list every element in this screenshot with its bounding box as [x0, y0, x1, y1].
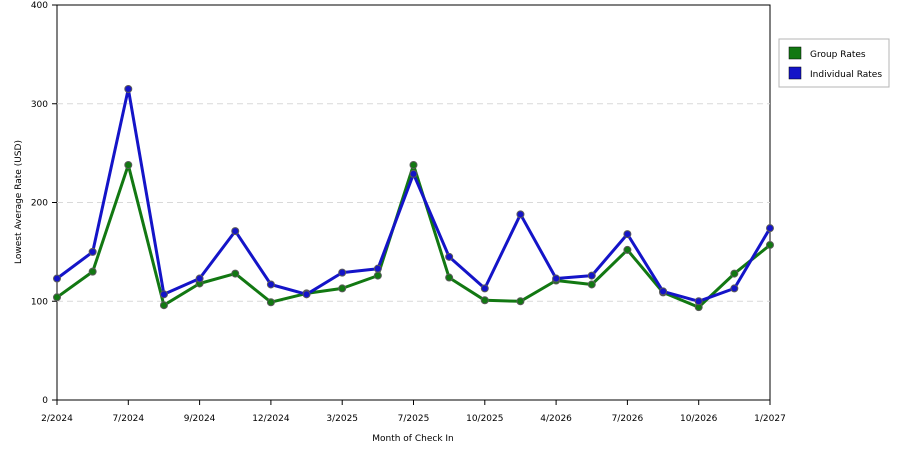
- x-tick-label: 3/2025: [326, 414, 358, 424]
- y-tick-label: 200: [31, 199, 48, 209]
- y-tick-label: 100: [31, 297, 48, 307]
- data-point: [373, 264, 382, 273]
- data-point: [195, 274, 204, 283]
- data-point: [480, 296, 489, 305]
- data-point: [53, 274, 61, 283]
- data-point: [516, 297, 525, 306]
- x-tick-label: 7/2024: [112, 414, 144, 424]
- y-tick-label: 0: [42, 396, 48, 406]
- x-tick-label: 7/2025: [398, 414, 430, 424]
- x-axis-ticks: 2/2024 7/2024 9/2024 12/2024 3/2025 7/2025 10/…: [41, 400, 786, 424]
- series-layer: [53, 84, 774, 312]
- data-point: [266, 298, 275, 307]
- data-point: [338, 284, 347, 293]
- y-axis-ticks: 0 100 200 300 400: [31, 1, 57, 406]
- data-point: [623, 230, 632, 239]
- data-point: [266, 280, 275, 289]
- data-point: [730, 284, 739, 293]
- legend-swatch-group: [788, 46, 802, 60]
- data-point: [124, 160, 133, 169]
- data-point: [445, 252, 454, 261]
- data-point: [766, 240, 774, 249]
- data-point: [124, 84, 133, 93]
- data-point: [88, 247, 97, 256]
- x-tick-label: 1/2027: [754, 414, 786, 424]
- data-point: [159, 290, 168, 299]
- legend-label-individual: Individual Rates: [810, 70, 882, 80]
- data-point: [445, 273, 454, 282]
- data-point: [659, 287, 668, 296]
- data-point: [88, 267, 97, 276]
- data-point: [587, 280, 596, 289]
- x-tick-label: 7/2026: [612, 414, 644, 424]
- data-point: [552, 274, 561, 283]
- y-axis-title: Lowest Average Rate (USD): [14, 140, 24, 264]
- data-point: [516, 210, 525, 219]
- data-point: [409, 160, 418, 169]
- legend-label-group: Group Rates: [810, 50, 866, 60]
- data-point: [694, 297, 703, 306]
- x-tick-label: 4/2026: [540, 414, 572, 424]
- plot-area: [56, 4, 771, 401]
- data-point: [231, 227, 240, 236]
- data-point: [409, 169, 418, 178]
- x-tick-label: 10/2026: [680, 414, 718, 424]
- data-point: [373, 271, 382, 280]
- legend-swatch-individual: [788, 66, 802, 80]
- data-point: [623, 245, 632, 254]
- x-tick-label: 2/2024: [41, 414, 73, 424]
- data-point: [302, 290, 311, 299]
- data-point: [159, 301, 168, 310]
- x-tick-label: 12/2024: [252, 414, 290, 424]
- data-point: [480, 284, 489, 293]
- data-point: [730, 269, 739, 278]
- x-axis-title: Month of Check In: [372, 434, 454, 444]
- y-tick-label: 400: [31, 1, 48, 11]
- legend: Group Rates Individual Rates: [778, 38, 890, 88]
- data-point: [766, 224, 774, 233]
- data-point: [53, 293, 61, 302]
- data-point: [587, 271, 596, 280]
- data-point: [231, 269, 240, 278]
- x-tick-label: 10/2025: [466, 414, 503, 424]
- data-point: [338, 268, 347, 277]
- grid-lines: [57, 103, 770, 302]
- x-tick-label: 9/2024: [184, 414, 216, 424]
- y-tick-label: 300: [31, 100, 48, 110]
